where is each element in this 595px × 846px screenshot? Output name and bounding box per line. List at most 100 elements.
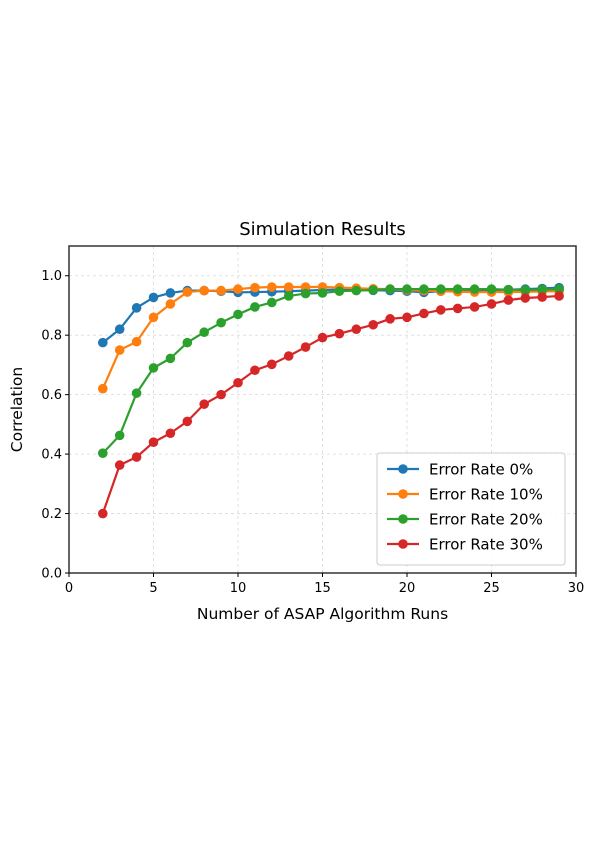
x-axis-label: Number of ASAP Algorithm Runs [197, 605, 448, 623]
legend-marker [398, 489, 408, 499]
data-point [165, 428, 176, 439]
data-point [199, 327, 209, 338]
data-point [216, 389, 226, 400]
data-point [317, 332, 328, 343]
data-point [267, 297, 277, 308]
y-tick-label: 0.0 [41, 567, 62, 582]
data-point [385, 284, 395, 294]
x-tick-label: 5 [149, 581, 157, 596]
data-point [486, 284, 497, 294]
data-point [148, 437, 159, 448]
y-tick-label: 0.4 [41, 448, 62, 463]
data-point [537, 292, 547, 302]
data-point [233, 284, 243, 294]
chart-title: Simulation Results [239, 219, 406, 240]
data-point [98, 508, 108, 519]
x-tick-label: 10 [230, 581, 247, 596]
data-point [283, 282, 294, 292]
x-tick-label: 25 [483, 581, 500, 596]
data-point [368, 319, 379, 330]
data-point [131, 336, 142, 347]
legend-label: Error Rate 20% [429, 511, 543, 529]
y-axis-label: Correlation [8, 367, 26, 452]
data-point [199, 285, 209, 296]
data-point [283, 291, 294, 301]
legend-label: Error Rate 0% [429, 461, 533, 479]
legend: Error Rate 0% Error Rate 10% Error Rate 20… [376, 452, 566, 566]
data-point [419, 284, 429, 294]
series-line [102, 288, 560, 454]
data-point [98, 383, 108, 394]
data-point [537, 284, 547, 295]
legend-label: Error Rate 10% [429, 486, 543, 504]
data-point [402, 284, 412, 294]
data-point [385, 314, 395, 324]
x-tick-label: 0 [65, 581, 73, 596]
y-tick-label: 0.2 [41, 507, 62, 522]
data-point [554, 284, 564, 294]
series-3 [98, 284, 564, 458]
data-point [216, 285, 226, 296]
data-point [317, 288, 328, 298]
data-point [452, 303, 463, 314]
data-point [148, 363, 159, 373]
data-point [503, 284, 514, 295]
x-tick-label: 30 [568, 581, 585, 596]
data-point [148, 312, 159, 323]
data-point [351, 324, 362, 335]
data-point [182, 337, 193, 348]
series-4 [98, 291, 564, 519]
data-point [554, 291, 564, 301]
axes: 0 5 10 15 20 25 30 0.0 0.2 0.4 0.6 0.8 1.0 [41, 269, 584, 596]
data-point [368, 285, 379, 295]
data-point [98, 337, 108, 348]
data-point [436, 284, 446, 294]
data-point [283, 351, 294, 361]
legend-marker [398, 514, 408, 524]
data-point [436, 305, 446, 315]
data-point [114, 324, 125, 335]
data-point [452, 284, 463, 294]
data-point [165, 288, 176, 298]
data-point [98, 448, 108, 458]
data-point [148, 292, 159, 303]
data-point [216, 317, 226, 328]
data-point [182, 287, 193, 297]
legend-item: Error Rate 20% [387, 511, 543, 529]
data-point [131, 452, 142, 462]
data-point [334, 328, 345, 339]
y-tick-label: 1.0 [41, 269, 62, 284]
data-point [351, 285, 362, 296]
data-point [520, 285, 531, 295]
data-point [165, 353, 176, 364]
data-point [486, 299, 497, 309]
data-point [267, 282, 277, 292]
data-point [267, 359, 277, 370]
data-point [131, 303, 142, 313]
data-point [250, 365, 260, 376]
data-point [199, 399, 209, 409]
legend-box [376, 452, 566, 566]
data-point [469, 302, 480, 312]
legend-item: Error Rate 0% [387, 461, 533, 479]
legend-item: Error Rate 10% [387, 486, 543, 504]
series-line [101, 285, 560, 390]
legend-marker [398, 464, 408, 474]
data-point [114, 460, 125, 470]
y-tick-label: 0.6 [41, 388, 62, 403]
data-point [300, 288, 311, 299]
data-point [114, 430, 125, 441]
data-point [250, 302, 260, 312]
data-point [402, 312, 412, 323]
data-point [503, 295, 514, 305]
data-point [233, 377, 243, 388]
data-point [469, 284, 480, 294]
data-point [250, 282, 260, 293]
data-point [165, 299, 176, 309]
series-line [101, 294, 560, 514]
data-point [419, 308, 429, 319]
data-point [300, 342, 311, 352]
